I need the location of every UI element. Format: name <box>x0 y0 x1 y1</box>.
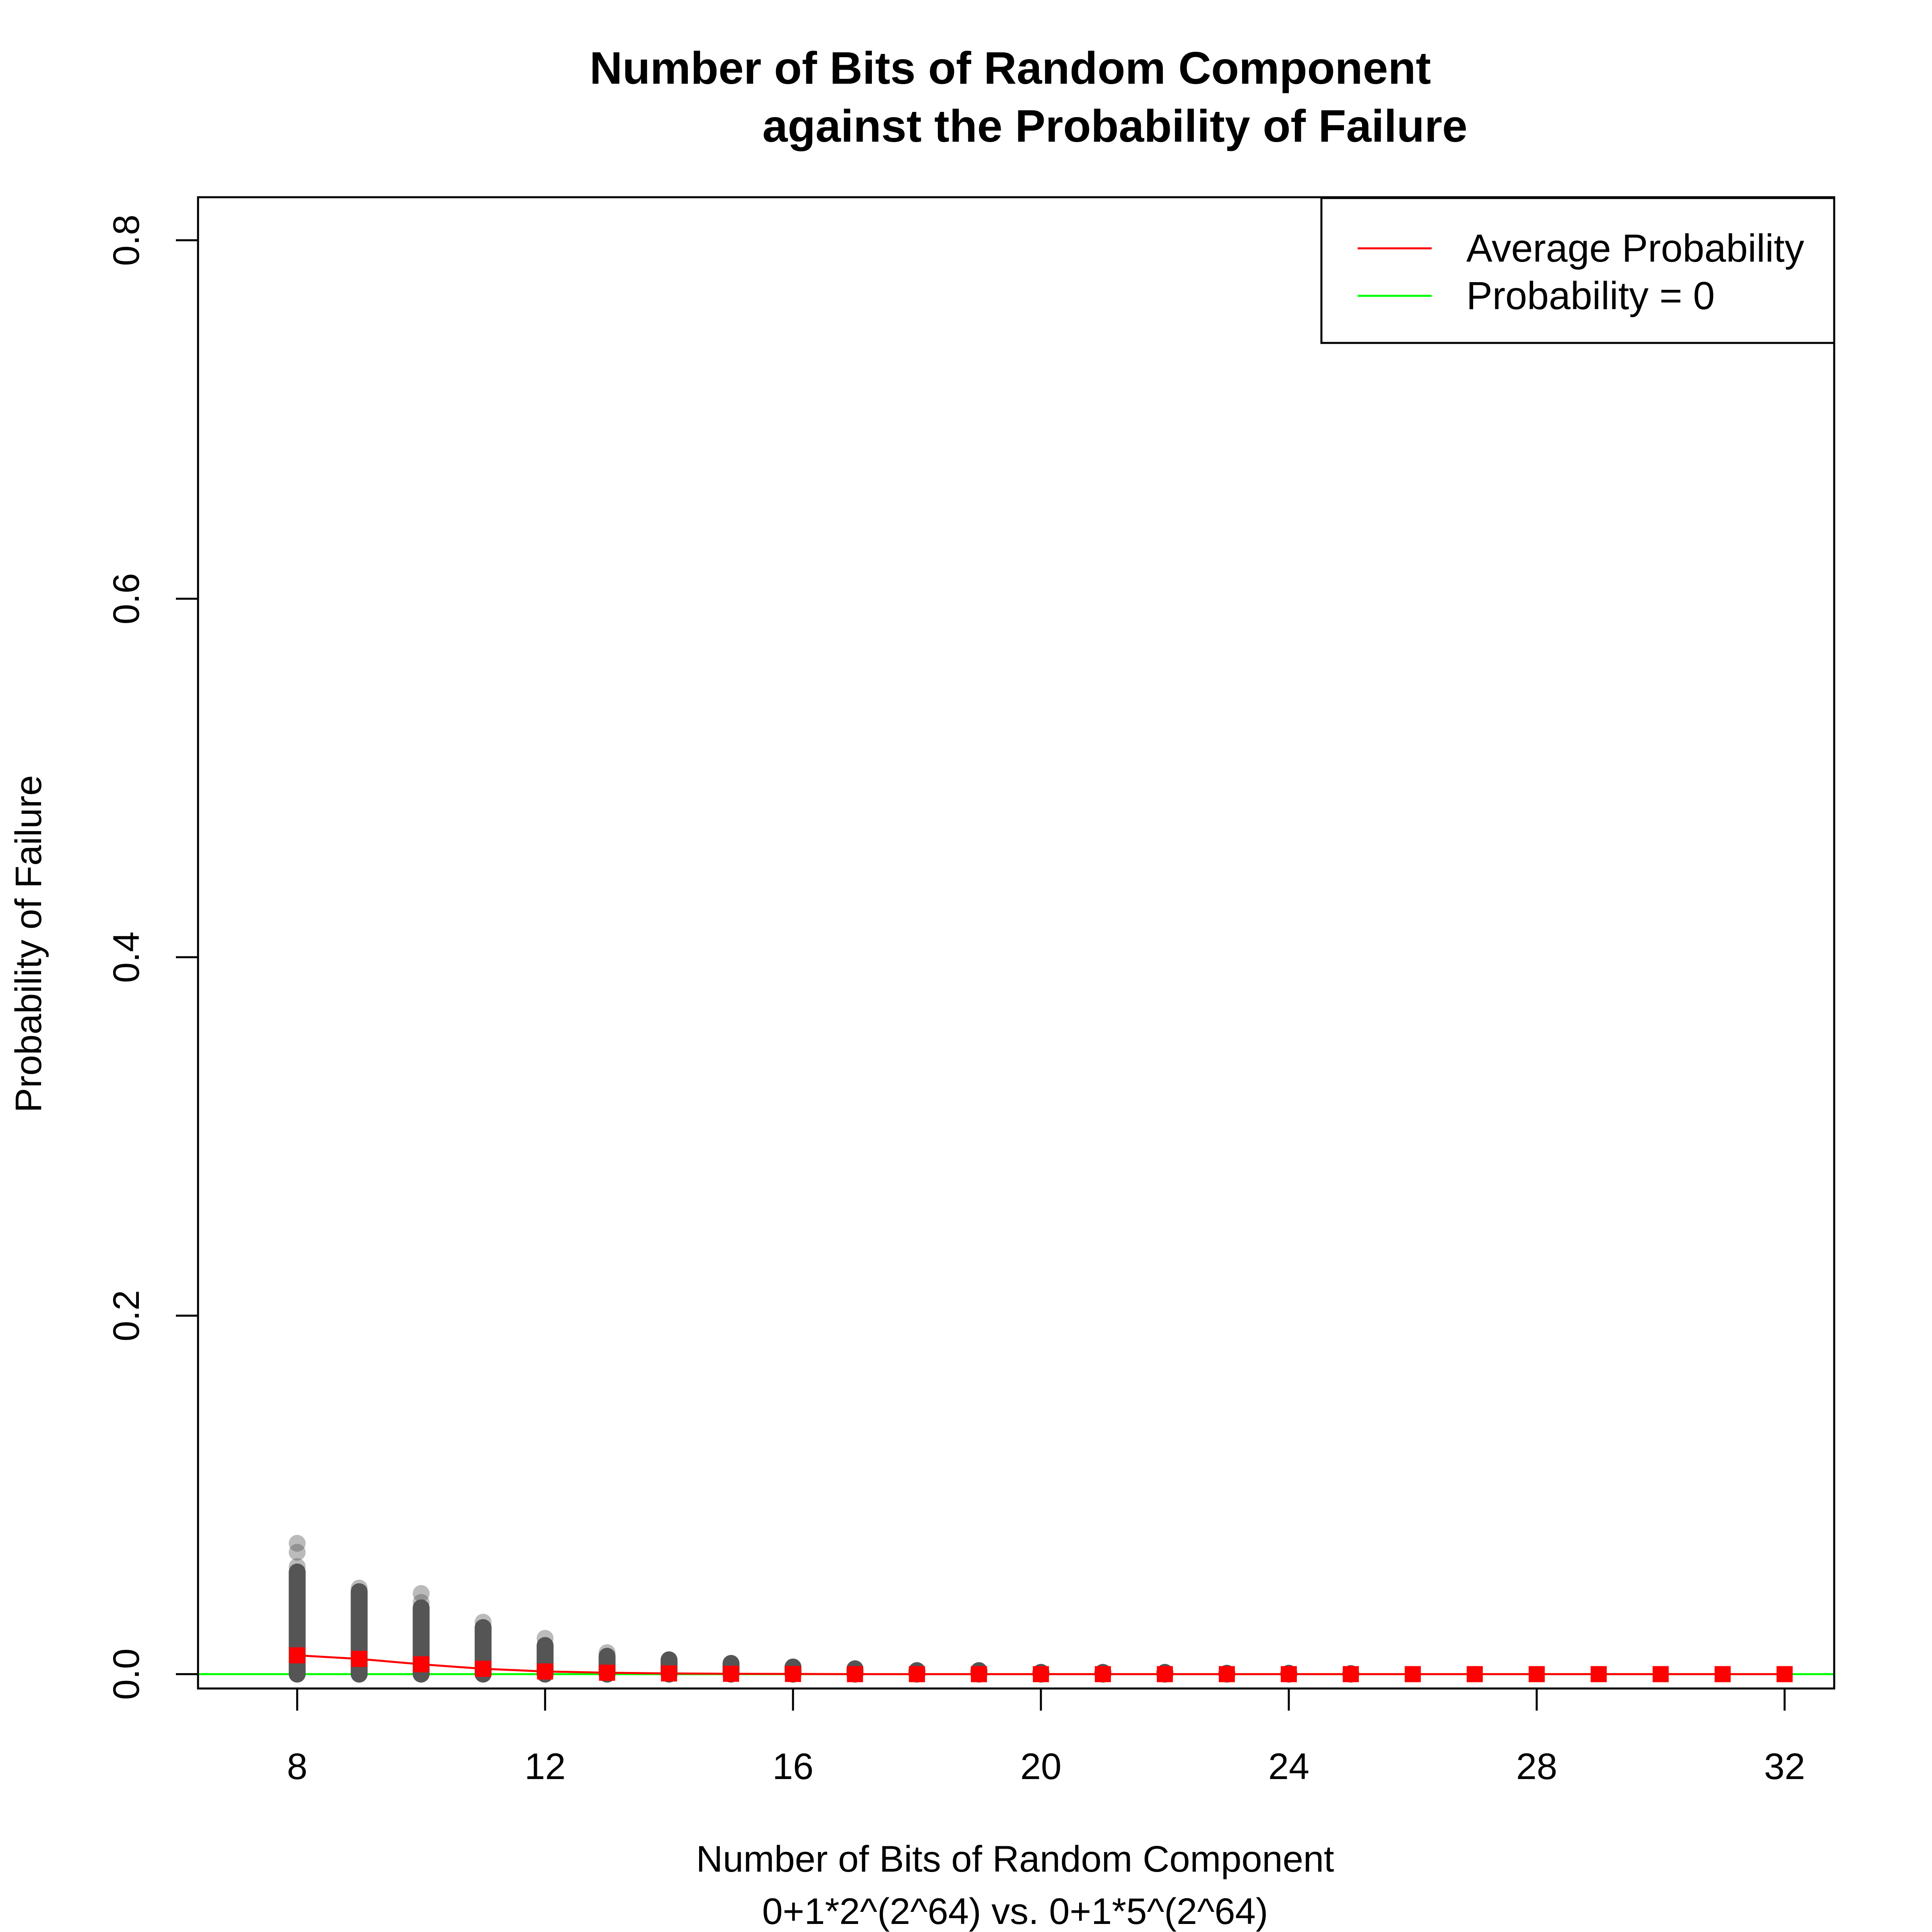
x-tick-label-32: 32 <box>1764 1746 1805 1787</box>
average-point-17 <box>847 1666 863 1682</box>
x-axis-label-line2: 0+1*2^(2^64) vs. 0+1*5^(2^64) <box>762 1891 1268 1932</box>
average-point-26 <box>1404 1666 1421 1682</box>
average-point-28 <box>1528 1666 1545 1682</box>
sample-point-outlier-3 <box>351 1579 368 1597</box>
legend-box <box>1320 197 1835 344</box>
y-tick-label-1: 0.2 <box>106 1290 147 1342</box>
sample-point-outlier-7 <box>537 1630 554 1647</box>
average-point-18 <box>909 1666 925 1682</box>
y-tick-label-4: 0.8 <box>106 215 147 266</box>
sample-point-outlier-8 <box>599 1644 616 1661</box>
chart-title-line1: Number of Bits of Random Component <box>590 43 1431 93</box>
average-point-8 <box>289 1647 305 1664</box>
average-point-29 <box>1590 1666 1607 1682</box>
average-point-10 <box>413 1656 429 1672</box>
average-point-31 <box>1714 1666 1731 1682</box>
x-tick-label-24: 24 <box>1268 1746 1309 1787</box>
sample-point-outlier-0 <box>289 1535 306 1552</box>
y-tick-label-2: 0.4 <box>106 931 147 983</box>
y-axis-label: Probability of Failure <box>8 775 49 1113</box>
plot-frame <box>197 196 1835 1690</box>
sample-point-outlier-4 <box>413 1585 430 1602</box>
average-point-22 <box>1157 1666 1173 1682</box>
average-point-12 <box>537 1663 553 1680</box>
x-tick-label-16: 16 <box>772 1746 813 1787</box>
average-point-11 <box>475 1661 491 1677</box>
average-point-13 <box>599 1664 615 1681</box>
y-tick-label-0: 0.0 <box>106 1648 147 1700</box>
x-tick-label-28: 28 <box>1516 1746 1557 1787</box>
average-point-20 <box>1033 1666 1049 1682</box>
x-tick-label-12: 12 <box>524 1746 566 1787</box>
average-layer <box>289 1647 1793 1682</box>
legend-label-average: Average Probability <box>1466 226 1804 270</box>
average-point-9 <box>351 1651 367 1667</box>
average-point-32 <box>1776 1666 1793 1682</box>
x-tick-label-20: 20 <box>1020 1746 1061 1787</box>
sample-point-outlier-1 <box>289 1544 306 1561</box>
x-axis-label-line1: Number of Bits of Random Component <box>696 1839 1334 1880</box>
legend-label-zero: Probability = 0 <box>1466 274 1715 318</box>
average-point-25 <box>1342 1666 1359 1682</box>
sample-point-outlier-2 <box>289 1558 306 1575</box>
average-point-14 <box>661 1665 677 1682</box>
sample-point-outlier-6 <box>475 1614 492 1631</box>
chart-title-line2: against the Probability of Failure <box>762 101 1468 151</box>
legend: Average Probability Probability = 0 <box>1320 197 1835 344</box>
average-point-30 <box>1652 1666 1669 1682</box>
y-tick-label-3: 0.6 <box>106 573 147 625</box>
average-point-24 <box>1281 1666 1297 1682</box>
average-point-15 <box>723 1666 739 1682</box>
average-point-21 <box>1095 1666 1111 1682</box>
sample-point-outlier-5 <box>413 1594 430 1611</box>
average-point-19 <box>971 1666 987 1682</box>
average-point-27 <box>1466 1666 1483 1682</box>
average-point-23 <box>1219 1666 1235 1682</box>
average-point-16 <box>785 1666 801 1682</box>
x-tick-label-8: 8 <box>287 1746 308 1787</box>
